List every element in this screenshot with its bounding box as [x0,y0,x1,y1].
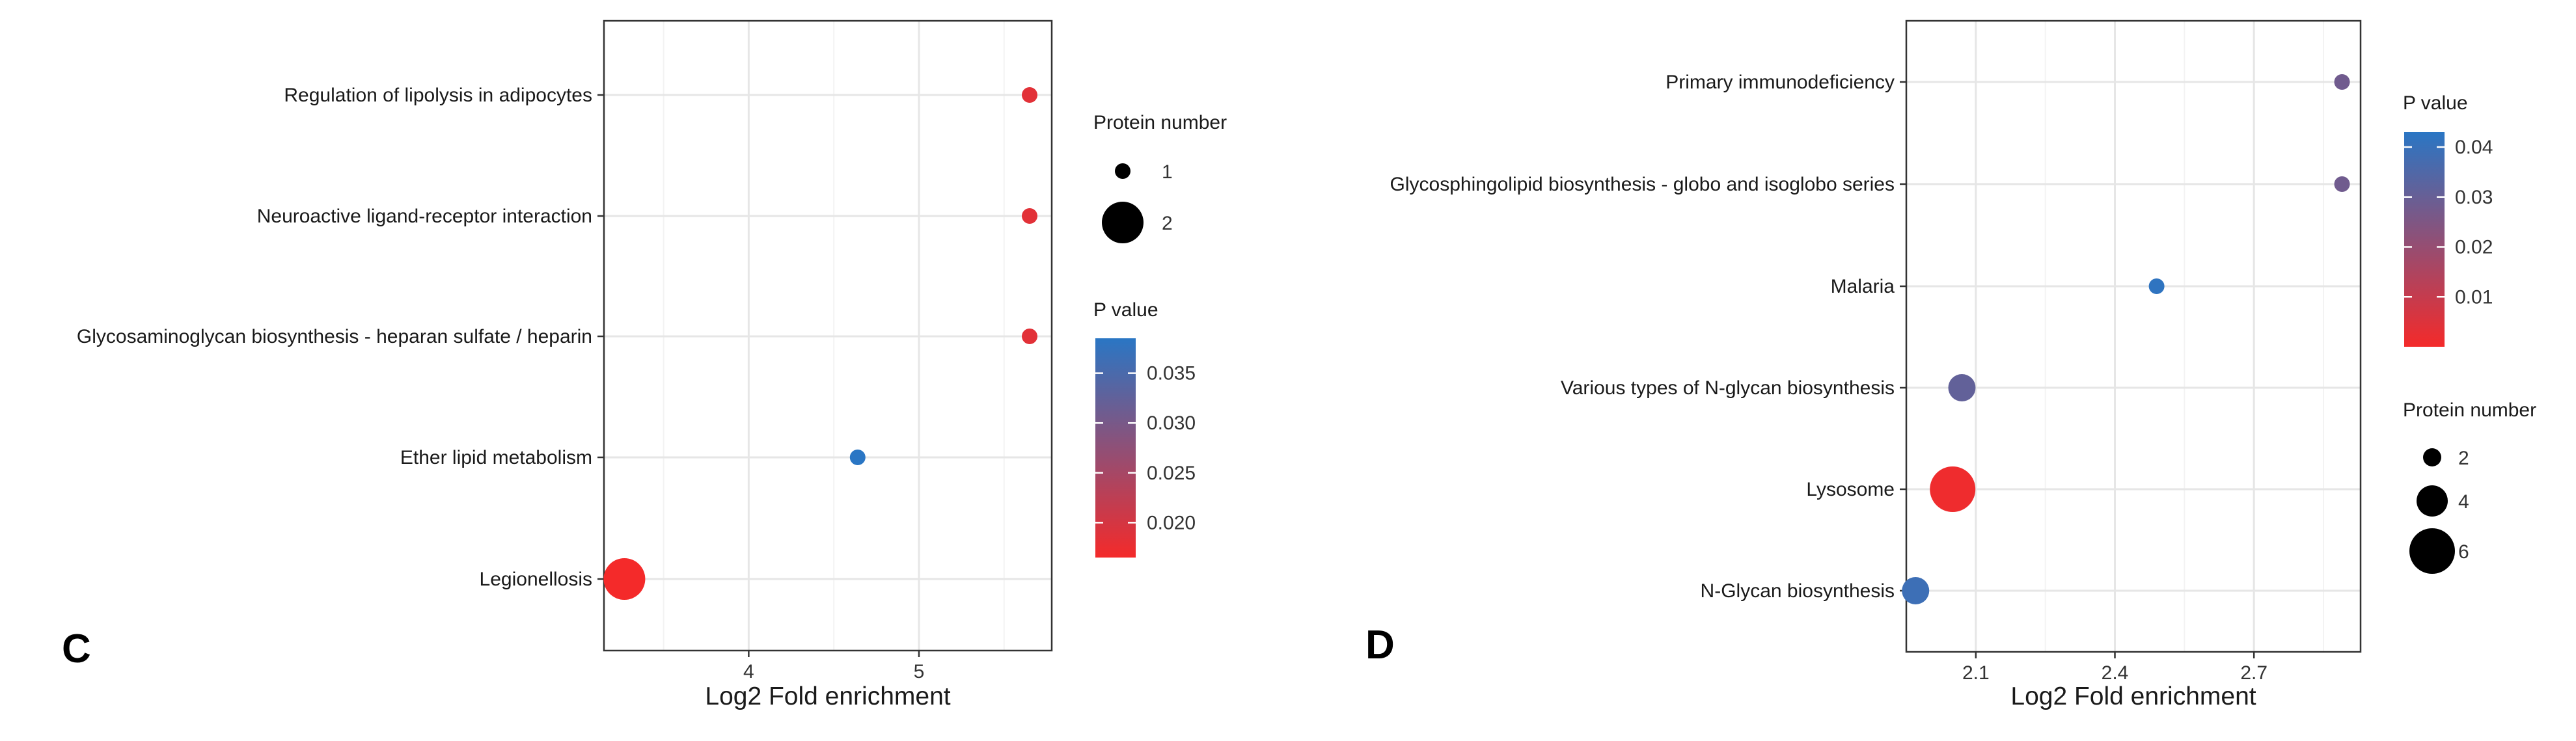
color-legend-label: 0.025 [1147,463,1196,484]
size-legend-label: 2 [2458,448,2469,469]
x-tick-label: 2.1 [1962,662,1990,684]
category-label: N-Glycan biosynthesis [1701,580,1895,602]
category-label: Neuroactive ligand-receptor interaction [257,206,592,227]
category-label: Malaria [1831,276,1895,297]
x-tick-label: 5 [914,661,925,682]
data-point [603,558,646,600]
panel-letter: D [1365,623,1395,667]
size-legend-label: 6 [2458,541,2469,563]
data-point [2334,176,2350,192]
size-legend-title: Protein number [1093,112,1227,133]
size-legend-label: 1 [1162,161,1173,183]
color-legend-label: 0.035 [1147,363,1196,384]
panel-d: Primary immunodeficiency Glycosphingolipi… [1365,20,2536,710]
data-point [2334,74,2350,90]
x-axis-title: Log2 Fold enrichment [2010,682,2256,710]
color-legend-label: 0.04 [2455,137,2493,158]
data-point [1021,329,1037,344]
color-legend-label: 0.030 [1147,412,1196,434]
color-legend-label: 0.03 [2455,187,2493,208]
plot-border [1905,20,2362,653]
category-label: Glycosaminoglycan biosynthesis - heparan… [77,326,592,347]
size-legend-key [2417,485,2448,517]
data-point [1930,466,1976,512]
size-legend-key [1115,163,1130,179]
data-point [1021,87,1037,103]
color-legend-label: 0.020 [1147,512,1196,533]
category-label: Lysosome [1806,479,1895,500]
data-point [2148,278,2165,294]
category-label: Glycosphingolipid biosynthesis - globo a… [1390,174,1895,195]
data-point [849,450,866,465]
category-label: Primary immunodeficiency [1665,72,1895,93]
data-point [1948,374,1976,401]
data-point [1902,577,1930,604]
color-legend-label: 0.01 [2455,286,2493,308]
panel-letter: C [62,626,91,671]
plot-background [1906,21,2361,652]
color-legend-bar [2404,132,2445,347]
size-legend-key [1102,202,1144,243]
x-axis-title: Log2 Fold enrichment [705,682,950,710]
panel-c: Regulation of lipolysis in adipocytes Neu… [62,20,1227,710]
data-point [1021,208,1037,224]
color-legend-label: 0.02 [2455,237,2493,258]
category-label: Regulation of lipolysis in adipocytes [284,85,592,106]
size-legend-label: 2 [1162,213,1173,234]
size-legend-key [2409,528,2455,574]
size-legend-title: Protein number [2403,399,2536,421]
category-label: Legionellosis [480,569,592,590]
x-tick-label: 2.7 [2240,662,2268,684]
color-legend-bar [1095,338,1136,558]
size-legend-label: 4 [2458,491,2469,513]
category-label: Ether lipid metabolism [400,447,592,468]
color-legend-title: P value [1093,299,1158,321]
category-label: Various types of N-glycan biosynthesis [1561,377,1895,399]
x-tick-label: 4 [743,661,754,682]
x-tick-label: 2.4 [2102,662,2129,684]
color-legend-title: P value [2403,92,2468,114]
size-legend-key [2423,448,2441,466]
